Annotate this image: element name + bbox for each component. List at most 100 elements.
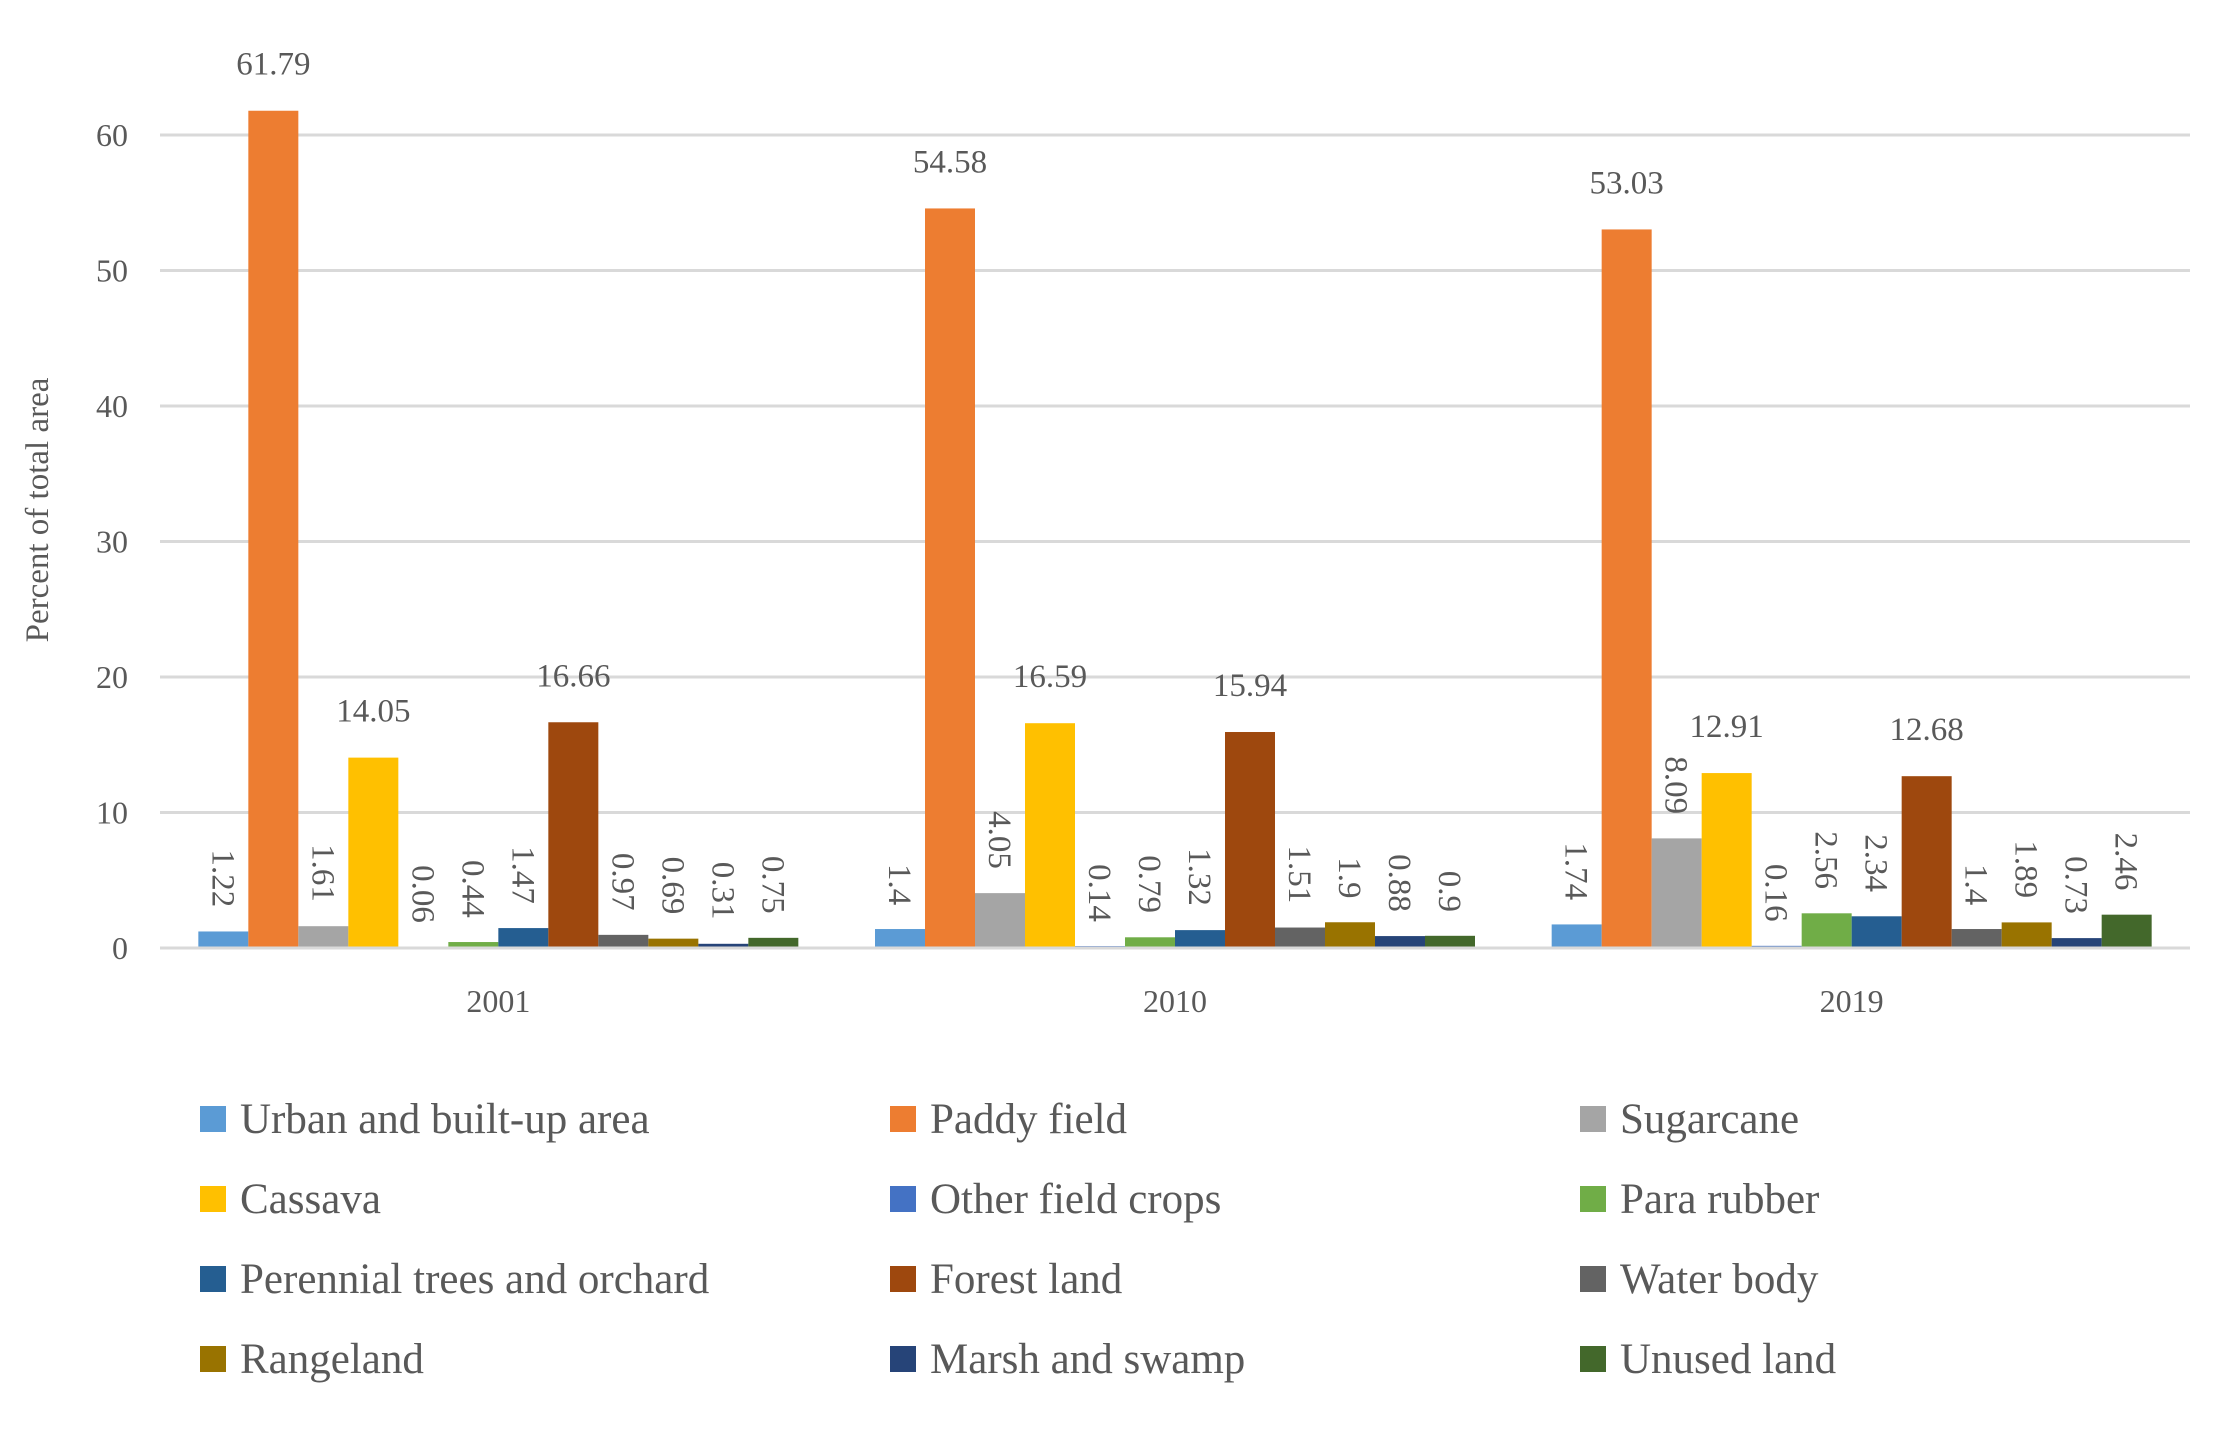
legend-item: Sugarcane (1580, 1095, 2100, 1143)
bar (1225, 732, 1275, 948)
legend-swatch (890, 1346, 916, 1372)
legend-label: Marsh and swamp (930, 1335, 1246, 1383)
bar (875, 929, 925, 948)
legend-swatch (890, 1186, 916, 1212)
data-label: 53.03 (1590, 165, 1664, 201)
bar (1275, 927, 1325, 948)
gridlines (160, 133, 2190, 814)
bar (2001, 922, 2052, 948)
data-label: 1.51 (1281, 846, 1317, 904)
data-label: 0.75 (754, 856, 790, 914)
data-label: 0.31 (704, 862, 740, 920)
bar (1901, 776, 1952, 948)
data-label: 2.56 (1808, 831, 1844, 889)
bar (648, 938, 699, 948)
bar (1125, 937, 1175, 948)
bar (1175, 930, 1225, 948)
bar (348, 757, 399, 948)
bar (748, 937, 799, 948)
data-label: 1.4 (881, 864, 917, 905)
category-label: 2019 (1820, 983, 1884, 1019)
y-tick-labels: 0 10 20 30 40 50 60 (96, 117, 128, 966)
bar (2051, 938, 2102, 948)
data-label: 0.16 (1758, 864, 1794, 922)
legend-swatch (200, 1186, 226, 1212)
category-label: 2010 (1143, 983, 1207, 1019)
bar (248, 110, 299, 949)
legend-swatch (1580, 1186, 1606, 1212)
data-label: 1.74 (1558, 842, 1594, 900)
data-label: 12.91 (1690, 709, 1764, 745)
data-label: 16.59 (1013, 659, 1087, 695)
bar (598, 934, 649, 948)
data-label: 0.14 (1081, 864, 1117, 922)
y-tick-label: 40 (96, 388, 128, 424)
legend-label: Perennial trees and orchard (240, 1255, 710, 1303)
bar (448, 942, 499, 948)
legend-swatch (1580, 1106, 1606, 1132)
data-label: 0.97 (604, 853, 640, 911)
legend-swatch (200, 1266, 226, 1292)
bar (298, 926, 349, 948)
legend: Urban and built-up area Paddy field Sugarc… (200, 1095, 2100, 1383)
legend-swatch (890, 1266, 916, 1292)
bar (1651, 838, 1702, 948)
legend-item: Paddy field (890, 1095, 1580, 1143)
legend-item: Para rubber (1580, 1175, 2100, 1223)
data-label: 1.22 (204, 849, 240, 907)
legend-label: Urban and built-up area (240, 1095, 650, 1143)
legend-item: Other field crops (890, 1175, 1580, 1223)
y-tick-label: 10 (96, 795, 128, 831)
bar (1951, 929, 2002, 948)
bar (698, 943, 749, 948)
bar (498, 928, 549, 948)
data-label: 1.89 (2008, 840, 2044, 898)
legend-item: Marsh and swamp (890, 1335, 1580, 1383)
legend-swatch (1580, 1266, 1606, 1292)
bar (2101, 914, 2152, 948)
legend-item: Water body (1580, 1255, 2100, 1303)
data-label: 0.44 (454, 860, 490, 918)
legend-item: Perennial trees and orchard (200, 1255, 890, 1303)
data-label: 0.79 (1131, 855, 1167, 913)
data-label: 0.69 (654, 857, 690, 915)
bar (1325, 922, 1375, 948)
bar (925, 208, 975, 949)
legend-label: Water body (1620, 1255, 1819, 1303)
data-label: 1.9 (1331, 857, 1367, 898)
legend-swatch (1580, 1346, 1606, 1372)
data-label: 2.46 (2108, 833, 2144, 891)
data-label: 61.79 (236, 47, 310, 83)
data-label: 4.05 (981, 811, 1017, 869)
data-label: 14.05 (336, 694, 410, 730)
legend-label: Para rubber (1620, 1175, 1820, 1223)
legend-label: Other field crops (930, 1175, 1222, 1223)
data-label: 0.9 (1431, 871, 1467, 912)
y-axis-title: Percent of total area (20, 377, 56, 642)
data-label: 15.94 (1213, 668, 1287, 704)
category-labels: 2001 2010 2019 (466, 983, 1883, 1019)
bar (1701, 773, 1752, 948)
bar (1025, 723, 1075, 948)
bar (1851, 916, 1902, 948)
bars (198, 110, 2152, 949)
y-tick-label: 50 (96, 253, 128, 289)
legend-label: Forest land (930, 1255, 1123, 1303)
data-label: 0.73 (2058, 856, 2094, 914)
data-label: 16.66 (536, 658, 610, 694)
bar (548, 722, 599, 948)
data-label: 1.47 (504, 846, 540, 904)
legend-swatch (200, 1106, 226, 1132)
legend-item: Forest land (890, 1255, 1580, 1303)
data-label: 1.32 (1181, 848, 1217, 906)
bar (1375, 936, 1425, 948)
legend-label: Unused land (1620, 1335, 1837, 1383)
data-labels: 1.22 61.79 1.61 14.05 0.06 0.44 1.47 16.66 0.97 0… (204, 47, 2143, 923)
legend-item: Unused land (1580, 1335, 2100, 1383)
bar (1801, 913, 1852, 948)
legend-item: Urban and built-up area (200, 1095, 890, 1143)
data-label: 2.34 (1858, 834, 1894, 892)
legend-label: Paddy field (930, 1095, 1128, 1143)
y-tick-label: 30 (96, 524, 128, 560)
